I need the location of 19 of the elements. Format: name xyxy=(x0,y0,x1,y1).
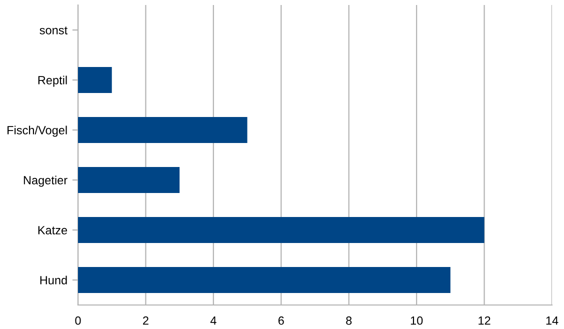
x-tick-label: 4 xyxy=(210,316,216,325)
x-tick-label: 0 xyxy=(75,316,81,325)
y-tick-label: Fisch/Vogel xyxy=(8,126,67,137)
x-tick-label: 8 xyxy=(346,316,352,325)
x-tick-label: 12 xyxy=(478,316,490,325)
y-tick-label: Reptil xyxy=(38,76,67,87)
y-tick-label: Katze xyxy=(38,226,68,234)
x-tick-label: 14 xyxy=(546,316,558,325)
bar xyxy=(78,67,112,93)
x-tick-label: 10 xyxy=(410,316,423,325)
x-tick-label: 6 xyxy=(278,316,284,325)
bar xyxy=(78,217,484,243)
x-tick-label: 2 xyxy=(143,316,148,325)
y-tick-label: sonst xyxy=(40,26,68,34)
y-tick-label: Hund xyxy=(40,276,67,284)
bar xyxy=(78,167,180,193)
bar xyxy=(78,117,248,143)
bar xyxy=(78,267,450,293)
y-tick-label: Nagetier xyxy=(24,176,68,187)
